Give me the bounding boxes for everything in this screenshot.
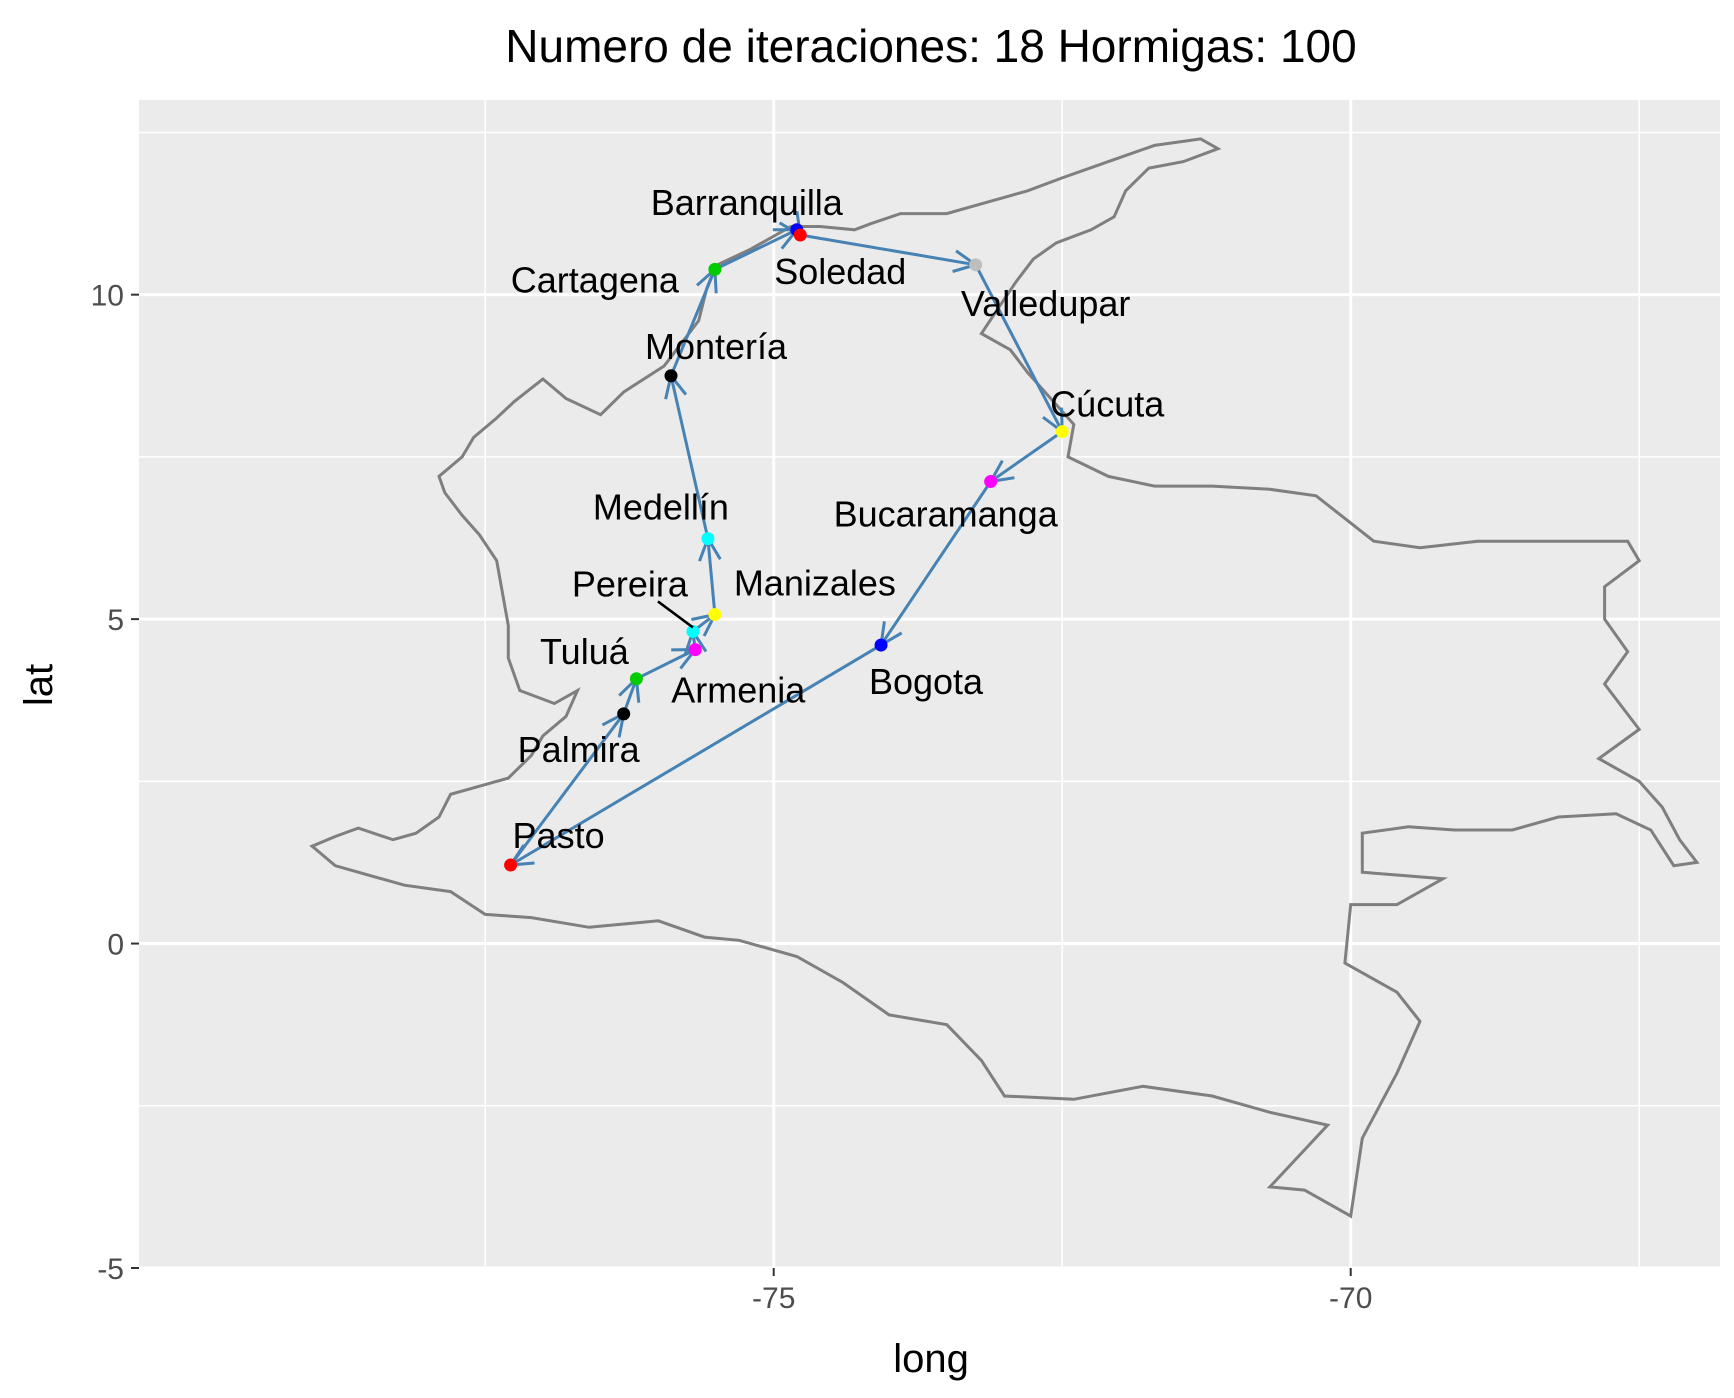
y-axis: -5 0 5 10	[91, 280, 139, 1286]
x-axis: -75 -70	[752, 1268, 1372, 1315]
city-point	[629, 672, 643, 686]
colombia-outline	[309, 137, 1700, 1219]
city-point	[504, 858, 518, 872]
city-label: Cartagena	[511, 259, 680, 300]
y-axis-title: lat	[17, 664, 61, 706]
y-tick-label: -5	[97, 1253, 124, 1286]
city-label: Montería	[645, 326, 788, 367]
city-point	[1055, 425, 1069, 439]
city-label: Valledupar	[961, 283, 1130, 324]
chart-title: Numero de iteraciones: 18 Hormigas: 100	[505, 20, 1356, 72]
city-point	[984, 475, 998, 489]
city-points	[504, 223, 1069, 872]
grid-major	[139, 100, 1720, 1270]
x-axis-title: long	[893, 1337, 969, 1381]
city-label: Medellín	[593, 487, 729, 528]
city-labels: Barranquilla Soledad Cartagena Valledupar Mo…	[511, 182, 1165, 856]
y-tick-label: 5	[107, 604, 124, 637]
city-point	[664, 369, 678, 383]
city-point	[874, 638, 888, 652]
city-label: Tuluá	[540, 631, 630, 672]
city-label: Armenia	[671, 670, 806, 711]
city-label: Soledad	[774, 251, 906, 292]
city-label: Bucaramanga	[834, 494, 1059, 535]
city-point	[708, 608, 722, 622]
city-label: Cúcuta	[1050, 384, 1165, 425]
city-point	[969, 258, 983, 272]
city-point	[617, 707, 631, 721]
city-label: Pasto	[513, 815, 605, 856]
x-tick-label: -75	[752, 1282, 795, 1315]
city-label: Pereira	[572, 563, 689, 604]
city-point	[708, 262, 722, 276]
city-point	[688, 643, 702, 657]
y-tick-label: 0	[107, 929, 124, 962]
city-label: Barranquilla	[651, 182, 844, 223]
city-label: Palmira	[518, 729, 641, 770]
city-label: Manizales	[734, 563, 896, 604]
pereira-leader-line	[657, 600, 694, 629]
x-tick-label: -70	[1329, 1282, 1372, 1315]
city-label: Bogota	[869, 661, 984, 702]
y-tick-label: 10	[91, 280, 124, 313]
city-point	[686, 624, 700, 638]
city-point	[793, 228, 807, 242]
city-point	[701, 532, 715, 546]
